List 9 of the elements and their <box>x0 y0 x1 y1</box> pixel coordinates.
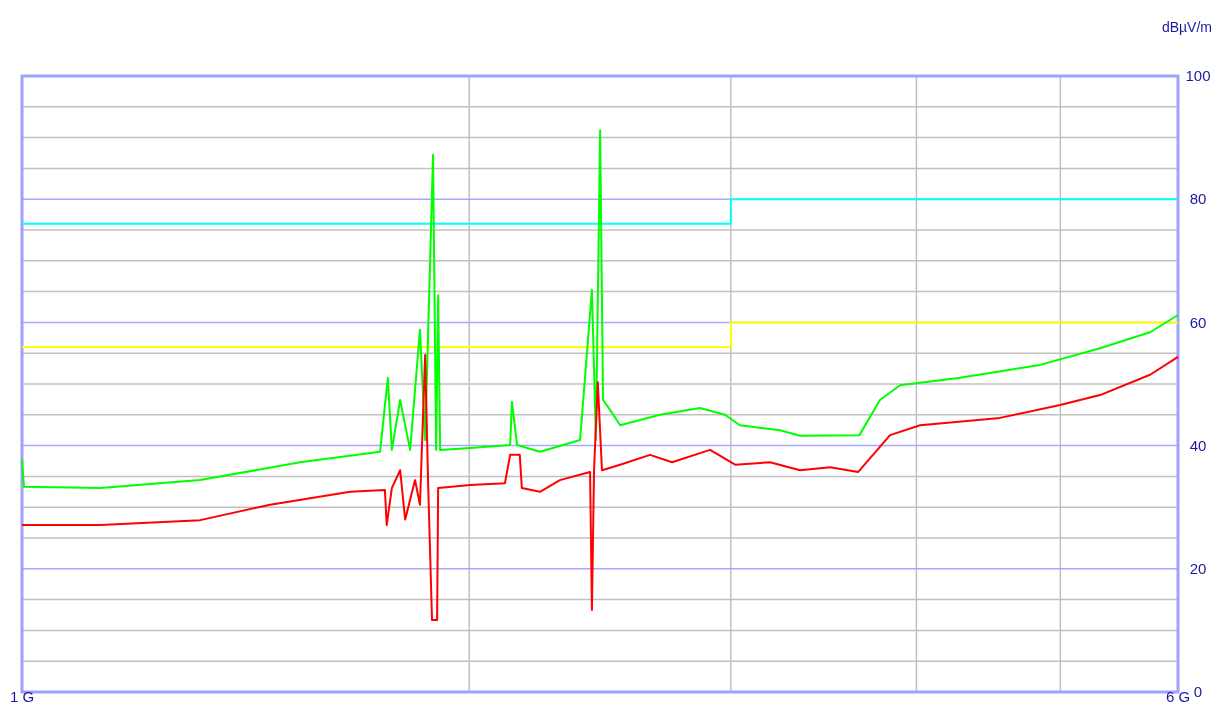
y-tick-label: 40 <box>1189 436 1207 454</box>
y-tick-label: 80 <box>1189 190 1207 208</box>
y-tick-label: 60 <box>1189 313 1207 331</box>
y-tick-label: 100 <box>1185 67 1211 85</box>
y-axis-title: dBµV/m <box>1161 19 1212 35</box>
x-tick-label: 1 G <box>9 688 35 705</box>
y-tick-label: 20 <box>1189 560 1207 578</box>
y-tick-label: 0 <box>1193 683 1203 701</box>
x-tick-label: 6 G <box>1165 688 1191 705</box>
